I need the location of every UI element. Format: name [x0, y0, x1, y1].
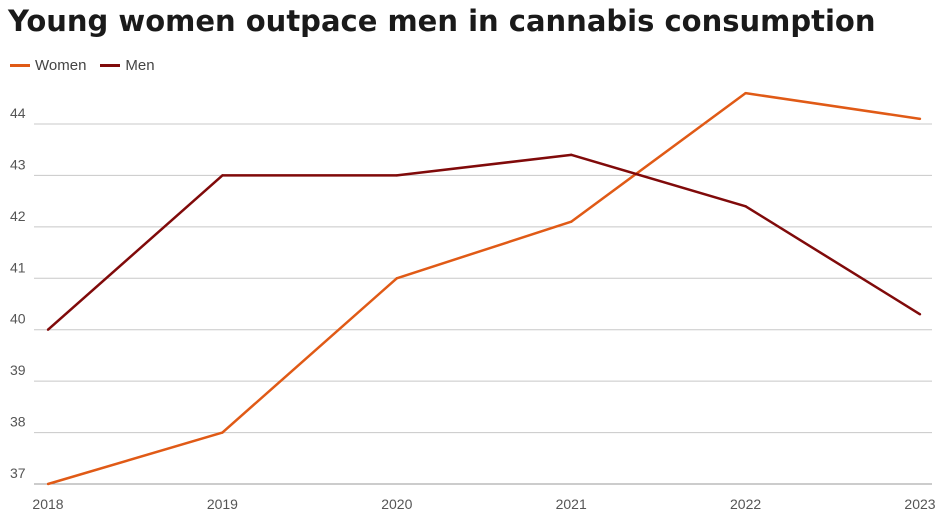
y-tick-label: 44 — [10, 105, 26, 121]
data-point-men — [744, 205, 747, 208]
x-tick-label: 2018 — [32, 496, 63, 512]
series-line-men — [47, 153, 921, 331]
axis-layer: 37 38 39 40 41 42 43 44 2018 2019 2020 2021 2022 2023 — [10, 105, 936, 512]
legend: Women Men — [10, 57, 155, 74]
chart-title: Young women outpace men in cannabis cons… — [8, 4, 876, 38]
data-point-men — [395, 174, 398, 177]
data-point-women — [744, 91, 747, 95]
data-point-women — [46, 482, 50, 486]
x-tick-label: 2022 — [730, 496, 761, 512]
x-tick-label: 2023 — [904, 496, 935, 512]
legend-swatch-men — [100, 64, 121, 67]
data-point-men — [570, 153, 573, 157]
data-point-women — [918, 117, 922, 121]
legend-item-women: Women — [10, 57, 86, 74]
y-tick-label: 43 — [10, 156, 26, 172]
grid-layer — [34, 123, 932, 485]
x-tick-label: 2019 — [207, 496, 238, 512]
x-tick-label: 2021 — [556, 496, 587, 512]
y-tick-label: 40 — [10, 311, 26, 327]
data-point-men — [46, 328, 50, 331]
y-tick-label: 37 — [10, 465, 26, 481]
legend-label-women: Women — [35, 57, 87, 74]
data-point-women — [221, 431, 224, 434]
data-point-women — [570, 220, 573, 223]
series-line-women — [47, 91, 921, 486]
legend-swatch-women — [10, 64, 30, 67]
y-tick-label: 38 — [10, 414, 26, 430]
y-tick-label: 39 — [10, 362, 26, 378]
data-point-men — [221, 174, 224, 177]
data-point-men — [918, 313, 922, 316]
legend-item-men: Men — [100, 57, 155, 74]
series-layer — [46, 91, 922, 486]
legend-label-men: Men — [125, 57, 155, 74]
y-tick-label: 42 — [10, 208, 26, 224]
data-point-women — [395, 277, 398, 280]
y-tick-label: 41 — [10, 259, 26, 275]
x-tick-label: 2020 — [381, 496, 412, 512]
